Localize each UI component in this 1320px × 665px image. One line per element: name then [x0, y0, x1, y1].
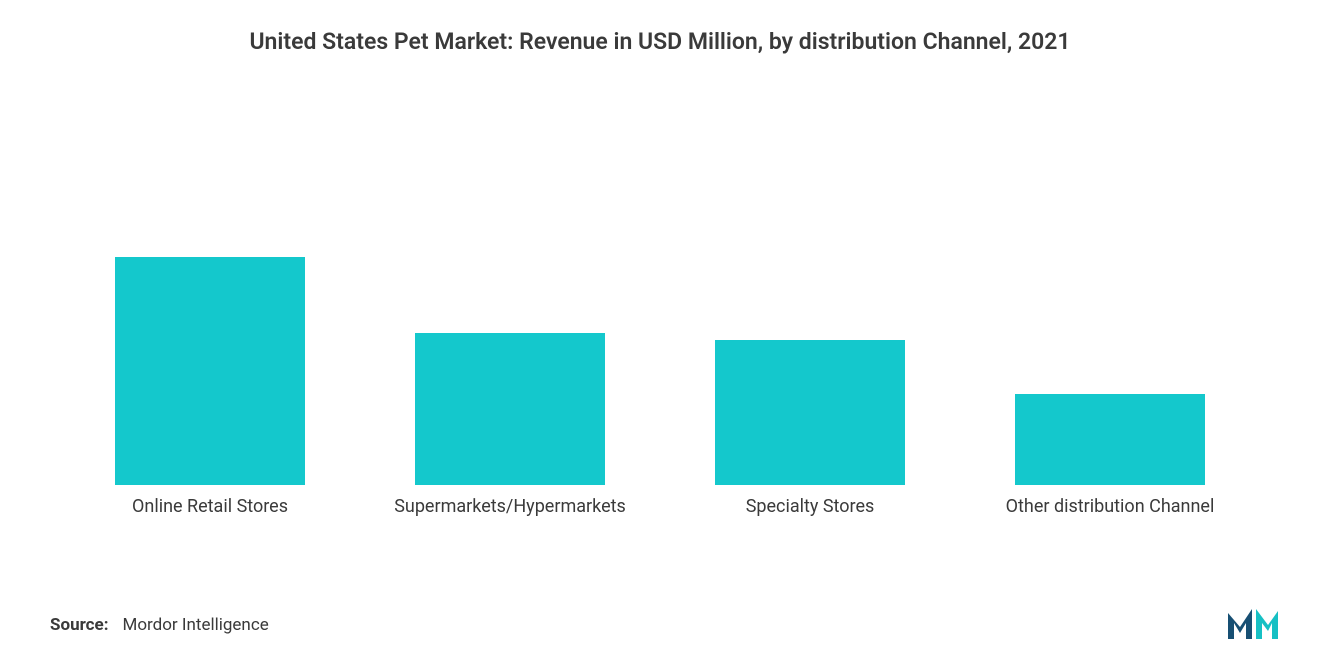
bar-group	[660, 340, 960, 485]
bar-group	[960, 394, 1260, 485]
bar-label: Online Retail Stores	[60, 495, 360, 519]
source-label: Source:	[50, 615, 108, 635]
brand-logo-icon	[1226, 603, 1280, 641]
bar-other	[1015, 394, 1205, 485]
source-value: Mordor Intelligence	[122, 615, 268, 635]
bar-group	[60, 257, 360, 485]
bar-label: Other distribution Channel	[960, 495, 1260, 519]
bar-label: Specialty Stores	[660, 495, 960, 519]
bar-group	[360, 333, 660, 485]
logo-shape-dark	[1228, 609, 1252, 639]
x-axis-labels: Online Retail Stores Supermarkets/Hyperm…	[60, 495, 1260, 519]
bar-online-retail	[115, 257, 305, 485]
logo-shape-teal	[1256, 609, 1278, 639]
chart-plot-area	[60, 100, 1260, 485]
bar-supermarkets	[415, 333, 605, 485]
bar-specialty	[715, 340, 905, 485]
source-attribution: Source: Mordor Intelligence	[50, 615, 269, 635]
bar-label: Supermarkets/Hypermarkets	[360, 495, 660, 519]
chart-title: United States Pet Market: Revenue in USD…	[0, 0, 1320, 55]
